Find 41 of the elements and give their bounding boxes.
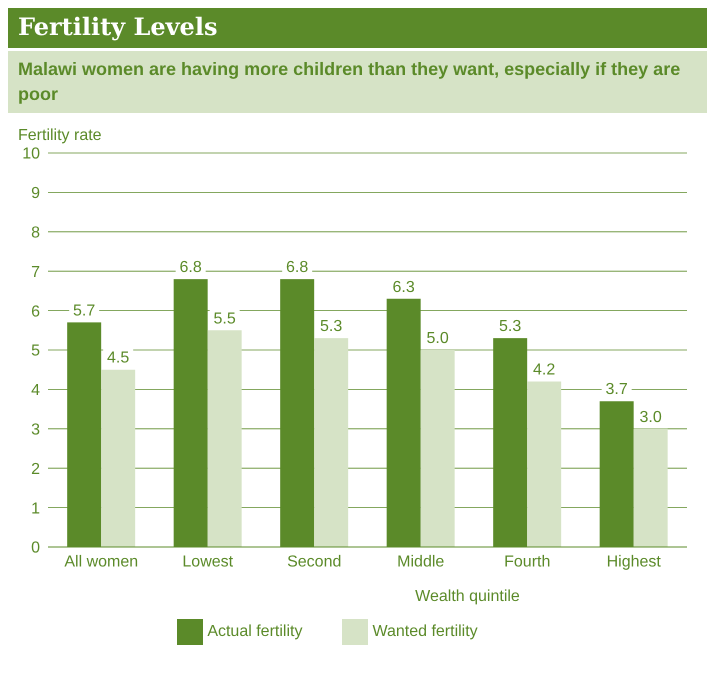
data-label: 3.7: [606, 381, 628, 398]
bar: [314, 338, 348, 547]
bar: [101, 370, 136, 547]
x-tick-label: All women: [64, 553, 138, 570]
y-tick-label: 2: [31, 460, 40, 478]
x-tick-label: Lowest: [182, 553, 234, 570]
x-tick-label: Second: [287, 553, 342, 570]
data-label: 3.0: [640, 408, 662, 426]
bar: [420, 350, 455, 547]
y-tick-label: 8: [31, 224, 40, 242]
y-tick-label: 6: [31, 303, 40, 320]
data-label: 5.7: [73, 302, 96, 320]
x-tick-label: Highest: [606, 553, 662, 570]
chart-subtitle: Malawi women are having more children than they want, especially if they are poor: [8, 51, 707, 113]
legend-label: Wanted fertility: [372, 623, 478, 640]
y-tick-label: 3: [31, 421, 40, 438]
y-tick-label: 4: [31, 382, 40, 400]
y-tick-label: 9: [31, 185, 40, 202]
data-label: 5.0: [426, 330, 449, 347]
data-label: 6.3: [392, 278, 415, 296]
y-tick-label: 0: [31, 540, 40, 557]
y-tick-label: 5: [31, 342, 40, 360]
data-label: 6.8: [286, 259, 308, 276]
y-tick-label: 1: [31, 500, 40, 518]
x-tick-label: Middle: [397, 553, 444, 570]
y-tick-label: 10: [22, 146, 40, 163]
data-label: 6.8: [180, 259, 202, 276]
data-label: 5.5: [214, 310, 236, 328]
chart-title: Fertility Levels: [8, 8, 707, 48]
bar: [634, 428, 668, 547]
y-tick-label: 7: [31, 264, 40, 281]
data-label: 4.2: [533, 362, 556, 379]
y-axis-title: Fertility rate: [18, 127, 103, 145]
bar: [527, 382, 562, 547]
bar: [208, 330, 242, 547]
x-axis-title: Wealth quintile: [415, 588, 520, 605]
data-label: 5.3: [499, 318, 522, 336]
x-tick-label: Fourth: [504, 553, 550, 570]
data-label: 5.3: [320, 318, 342, 336]
legend-label: Actual fertility: [207, 623, 302, 640]
data-label: 4.5: [107, 350, 130, 367]
